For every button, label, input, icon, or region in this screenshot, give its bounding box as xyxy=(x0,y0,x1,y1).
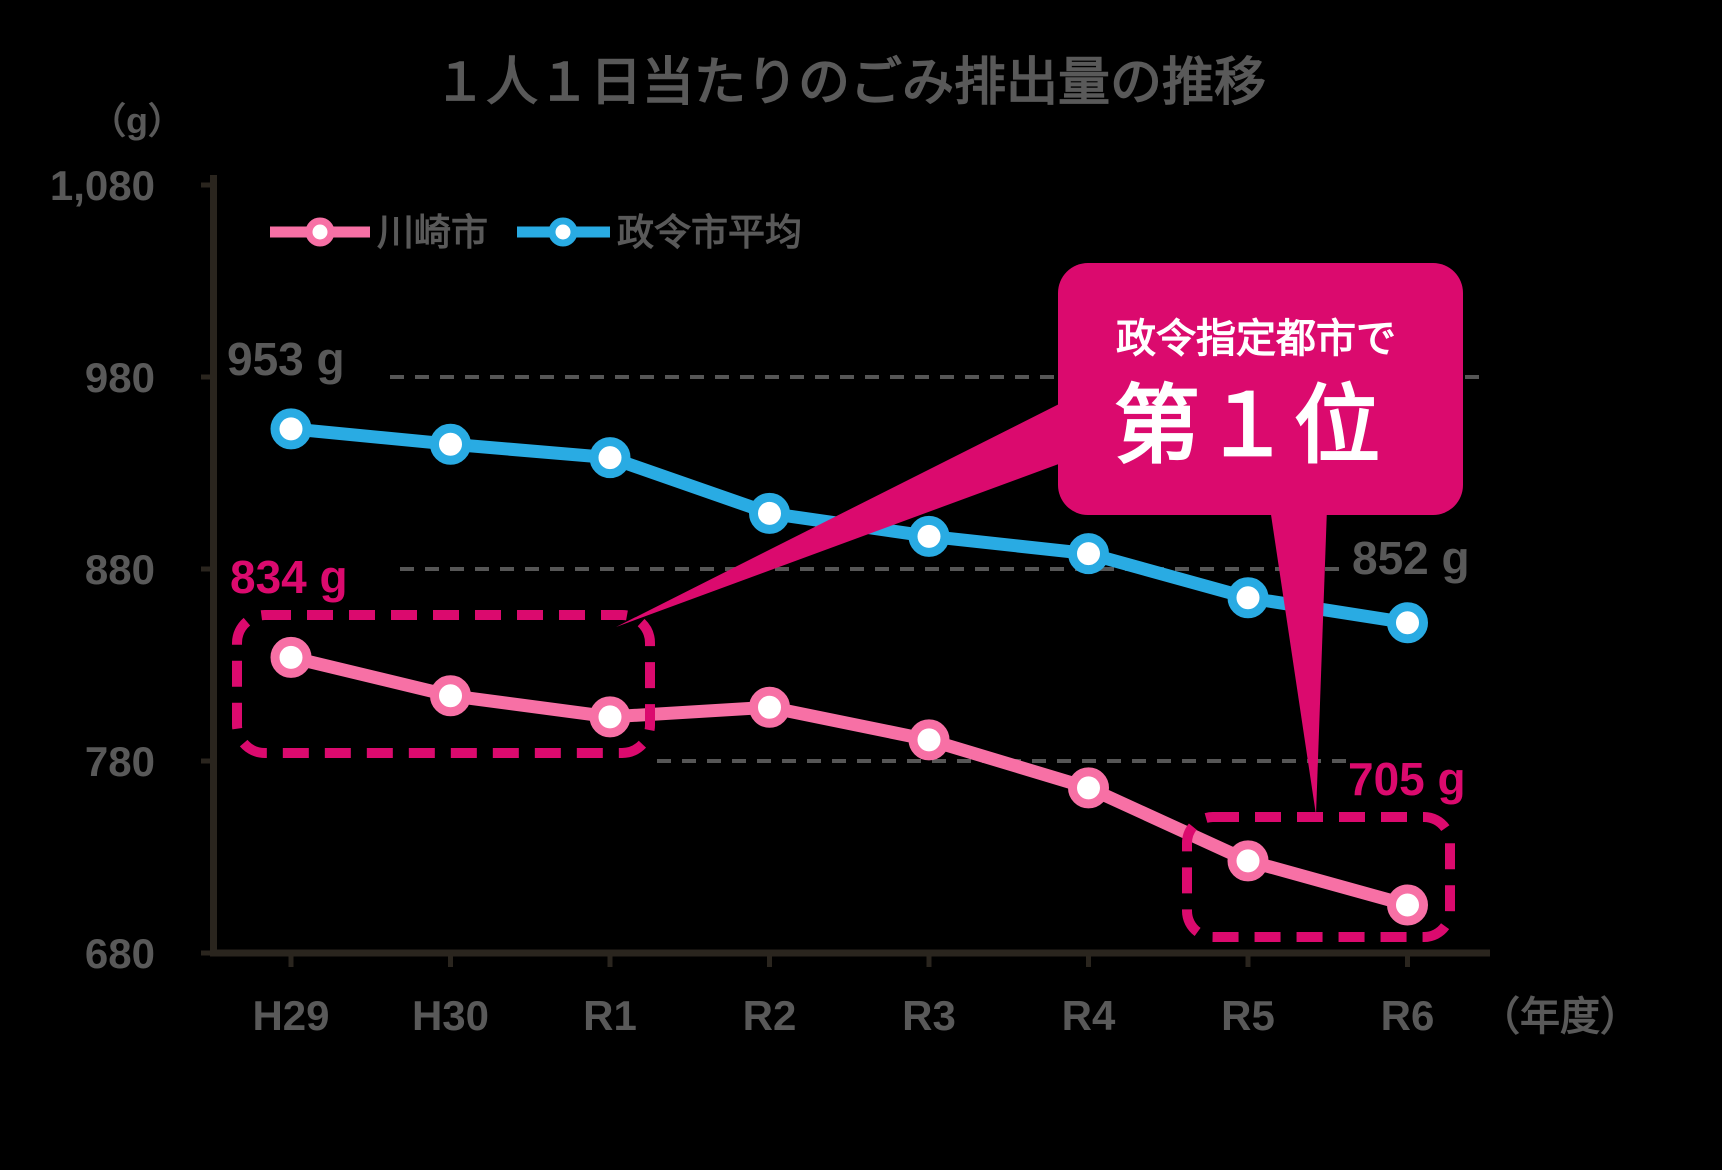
legend-average-marker xyxy=(548,217,578,247)
y-tick-label: 880 xyxy=(85,546,155,593)
legend-kawasaki-label: 川崎市 xyxy=(377,211,488,253)
x-tick-label: R5 xyxy=(1221,992,1275,1039)
rank-callout: 政令指定都市で 第１位 xyxy=(1058,263,1463,515)
series-kawasaki-point-H30 xyxy=(430,675,471,717)
x-tick-label: R1 xyxy=(583,992,637,1039)
average-start-value-label: 953 g xyxy=(227,333,345,385)
y-tick-label: 1,080 xyxy=(50,162,155,209)
x-tick-label: R3 xyxy=(902,992,956,1039)
x-tick-label: R6 xyxy=(1381,992,1435,1039)
series-average-point-R5 xyxy=(1227,577,1269,619)
average-end-value-label: 852 g xyxy=(1352,532,1470,584)
axis-tick-marks xyxy=(201,182,1410,967)
series-kawasaki-line xyxy=(270,636,1428,926)
series-kawasaki-path xyxy=(284,650,1414,912)
series-average-point-H29 xyxy=(270,408,312,450)
callout-line2: 第１位 xyxy=(1114,378,1384,474)
legend: 川崎市 政令市平均 xyxy=(270,211,802,253)
highlight-boxes xyxy=(232,610,1455,942)
y-axis-unit-label: （g） xyxy=(90,100,184,141)
series-kawasaki-point-R2 xyxy=(749,686,790,728)
x-tick-label: R4 xyxy=(1062,992,1116,1039)
series-average-point-H30 xyxy=(430,423,471,465)
chart-title: １人１日当たりのごみ排出量の推移 xyxy=(434,54,1266,112)
series-average-point-R6 xyxy=(1387,602,1428,644)
series-kawasaki-point-R6 xyxy=(1387,884,1428,926)
series-average-point-R3 xyxy=(908,515,950,557)
x-tick-label: R2 xyxy=(743,992,797,1039)
series-kawasaki-point-R1 xyxy=(589,696,631,738)
x-tick-label: H30 xyxy=(412,992,489,1039)
callout-pointer-left xyxy=(616,396,1075,627)
y-tick-label: 680 xyxy=(85,930,155,977)
y-tick-label: 980 xyxy=(85,354,155,401)
series-average-point-R1 xyxy=(589,437,631,479)
x-tick-label: H29 xyxy=(252,992,329,1039)
highlight-box-end-years xyxy=(1182,812,1455,942)
y-tick-label: 780 xyxy=(85,738,155,785)
x-axis-unit-label: （年度） xyxy=(1480,995,1640,1039)
callout-bubble xyxy=(1058,263,1463,515)
callout-line1: 政令指定都市で xyxy=(1116,317,1396,361)
series-average-line xyxy=(270,408,1428,644)
series-kawasaki-point-R5 xyxy=(1227,840,1269,882)
kawasaki-start-value-label: 834 g xyxy=(230,551,348,603)
series-average-point-R4 xyxy=(1068,533,1109,575)
axes xyxy=(210,175,1490,957)
value-annotations: 953 g 834 g 852 g 705 g xyxy=(227,333,1470,805)
series-average-point-R2 xyxy=(749,492,790,534)
callout-pointer-down xyxy=(1270,508,1327,815)
series-kawasaki-point-R3 xyxy=(908,719,950,761)
kawasaki-end-value-label: 705 g xyxy=(1348,753,1466,805)
x-axis-labels: H29 H30 R1 R2 R3 R4 R5 R6 xyxy=(252,992,1434,1039)
legend-average-label: 政令市平均 xyxy=(617,211,802,253)
callout-pointers xyxy=(616,396,1327,815)
y-axis-labels: 1,080 980 880 780 680 xyxy=(50,162,155,977)
legend-kawasaki-marker xyxy=(305,217,335,247)
series-kawasaki-point-H29 xyxy=(270,636,312,678)
highlight-box-start-years xyxy=(232,610,655,758)
series-kawasaki-point-R4 xyxy=(1068,767,1109,809)
